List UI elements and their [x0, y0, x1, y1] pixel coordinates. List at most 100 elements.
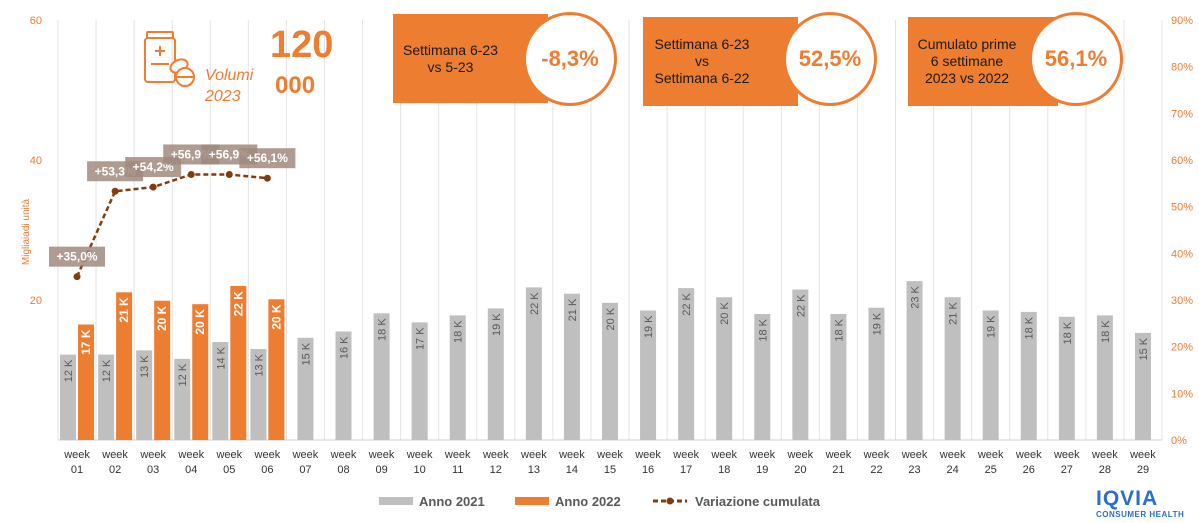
x-tick-label: 19: [756, 464, 768, 476]
x-tick-label: week: [748, 449, 775, 461]
bar-label-2021: 18 K: [757, 318, 769, 341]
bar-2022: [116, 292, 133, 440]
bar-label-2022: 20 K: [193, 309, 207, 335]
legend-label-2022: Anno 2022: [555, 493, 621, 509]
x-tick-label: week: [292, 449, 319, 461]
x-tick-label: week: [444, 449, 471, 461]
bar-label-2021: 23 K: [910, 285, 922, 308]
logo-wordmark: IQVIA: [1096, 487, 1159, 510]
bar-2021: [1058, 316, 1075, 440]
bar-label-2021: 15 K: [300, 342, 312, 365]
bar-2021: [174, 358, 191, 440]
bar-2022: [192, 304, 209, 440]
x-tick-label: week: [672, 449, 699, 461]
x-tick-label: week: [558, 449, 585, 461]
bar-label-2022: 21 K: [117, 297, 131, 323]
bar-label-2021: 20 K: [605, 307, 617, 330]
y-right-tick-label: 80%: [1171, 62, 1193, 74]
x-tick-label: 14: [566, 464, 578, 476]
bar-2021: [250, 349, 267, 440]
bar-label-2021: 19 K: [643, 315, 655, 338]
bar-label-2021: 17 K: [415, 327, 427, 350]
x-tick-label: 16: [642, 464, 654, 476]
bar-2021: [212, 342, 229, 440]
bar-label-2021: 18 K: [833, 318, 845, 341]
bar-label-2021: 18 K: [377, 318, 389, 341]
y-right-tick-label: 0%: [1171, 435, 1187, 447]
bar-2021: [830, 314, 847, 440]
x-tick-label: 04: [185, 464, 197, 476]
bar-2021: [373, 313, 390, 440]
volume-value-cont: 000: [275, 72, 316, 99]
bar-2021: [792, 289, 809, 440]
legend-item-variazione: Variazione cumulata: [651, 491, 820, 511]
x-tick-label: 26: [1023, 464, 1035, 476]
bar-label-2022: 20 K: [269, 304, 283, 330]
bar-label-2021: 19 K: [871, 312, 883, 335]
x-tick-label: 11: [452, 464, 463, 476]
x-tick-label: 02: [109, 464, 121, 476]
x-tick-label: 29: [1137, 464, 1149, 476]
bar-2021: [60, 354, 77, 440]
bar-2021: [411, 322, 428, 440]
y-right-tick-label: 30%: [1171, 295, 1193, 307]
x-tick-label: 20: [794, 464, 806, 476]
x-tick-label: week: [406, 449, 433, 461]
volume-label: Volumi 2023: [205, 67, 254, 105]
x-tick-label: week: [596, 449, 623, 461]
x-tick-label: 22: [870, 464, 882, 476]
bar-label-2021: 18 K: [1100, 320, 1112, 343]
bar-2022: [78, 324, 95, 440]
line-variazione: [75, 173, 268, 278]
kpi-value-week-vs-last-year: 52,5%: [783, 12, 877, 106]
x-tick-label: week: [101, 449, 128, 461]
bar-2021: [944, 297, 961, 440]
legend-item-2021: Anno 2021: [379, 491, 485, 511]
bar-2021: [335, 331, 352, 440]
bar-2021: [640, 310, 657, 440]
x-tick-label: 09: [375, 464, 387, 476]
bar-label-2021: 21 K: [948, 302, 960, 325]
x-tick-label: week: [634, 449, 661, 461]
x-tick-label: week: [63, 449, 90, 461]
bar-2021: [1096, 315, 1113, 440]
kpi-value-week-vs-week: -8,3%: [523, 12, 617, 106]
legend-swatch-2021: [379, 497, 413, 505]
bar-label-2021: 13 K: [139, 355, 151, 378]
x-tick-label: week: [215, 449, 242, 461]
x-tick-label: week: [710, 449, 737, 461]
bar-2021: [602, 302, 618, 440]
x-tick-label: 01: [71, 464, 83, 476]
bar-2021: [297, 337, 314, 440]
bar-2021: [982, 310, 999, 440]
x-tick-label: 08: [337, 464, 349, 476]
y-right-tick-label: 70%: [1171, 108, 1193, 120]
kpi-text: Cumulato prime 6 settimane 2023 vs 2022: [917, 36, 1017, 86]
bar-label-2021: 12 K: [63, 359, 75, 382]
x-tick-label: week: [482, 449, 509, 461]
logo-subtitle: CONSUMER HEALTH: [1096, 510, 1185, 519]
bar-2021: [868, 307, 885, 440]
bar-label-2021: 15 K: [1138, 337, 1150, 360]
x-tick-label: 17: [680, 464, 692, 476]
y-right-tick-label: 40%: [1171, 248, 1193, 260]
line-point: [187, 170, 195, 178]
line-label: +35,0%: [57, 250, 98, 264]
bar-2022: [154, 300, 171, 440]
bar-label-2021: 16 K: [339, 336, 351, 359]
bar-2021: [1134, 332, 1151, 440]
x-tick-label: 10: [414, 464, 426, 476]
x-tick-label: 06: [261, 464, 273, 476]
legend-swatch-2022: [515, 497, 549, 505]
bar-label-2021: 18 K: [1062, 321, 1074, 344]
kpi-box-week-vs-week: Settimana 6-23 vs 5-23: [393, 14, 548, 103]
bar-2022: [230, 286, 247, 440]
bar-label-2021: 21 K: [567, 298, 579, 321]
bar-label-2021: 14 K: [215, 346, 227, 369]
y-right-tick-label: 10%: [1171, 388, 1193, 400]
line-point: [149, 183, 157, 191]
x-tick-label: 27: [1061, 464, 1073, 476]
bar-label-2021: 19 K: [986, 315, 998, 338]
iqvia-logo: IQVIA CONSUMER HEALTH: [1096, 487, 1196, 520]
bar-2022: [268, 299, 285, 440]
